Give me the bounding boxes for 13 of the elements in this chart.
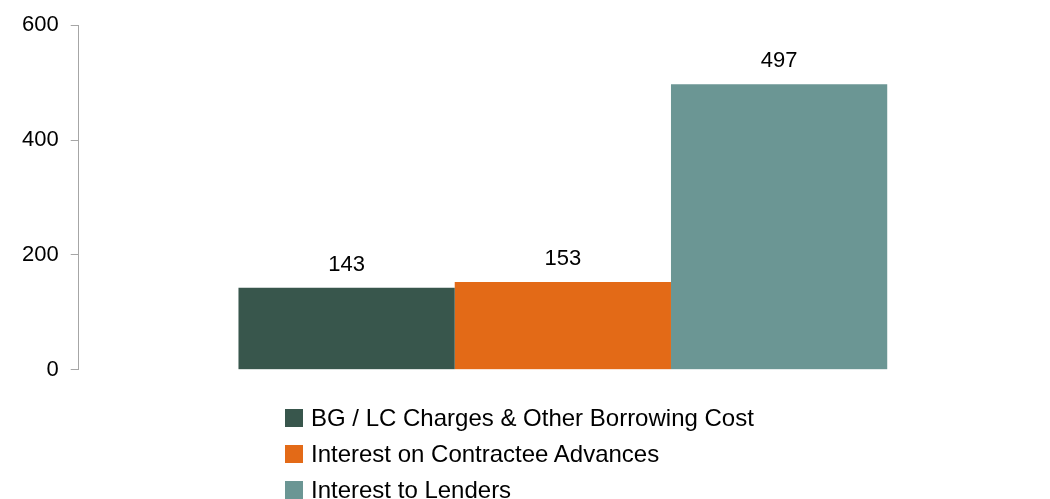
bar	[238, 287, 455, 370]
data-label: 153	[544, 244, 582, 270]
legend-label: Interest to Lenders	[311, 476, 512, 499]
y-tick-label: 0	[46, 355, 59, 381]
bar	[670, 84, 888, 370]
bar	[454, 281, 671, 370]
legend-label: BG / LC Charges & Other Borrowing Cost	[311, 404, 754, 432]
y-tick-label: 200	[21, 241, 59, 266]
legend-label: Interest on Contractee Advances	[311, 440, 660, 468]
y-tick-label: 600	[21, 11, 59, 37]
data-label: 143	[328, 250, 365, 276]
data-label: 497	[760, 47, 798, 73]
y-tick-label: 400	[21, 126, 59, 152]
